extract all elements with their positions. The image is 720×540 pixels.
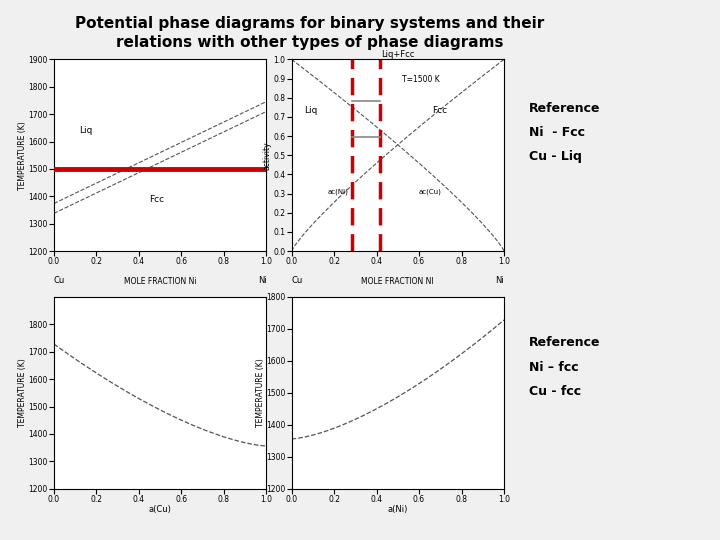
- Text: Fcc: Fcc: [150, 195, 165, 204]
- Y-axis label: TEMPERATURE (K): TEMPERATURE (K): [18, 121, 27, 190]
- Text: T=1500 K: T=1500 K: [402, 76, 440, 84]
- Text: Cu - fcc: Cu - fcc: [529, 385, 581, 398]
- Text: Ni – fcc: Ni – fcc: [529, 361, 579, 374]
- Text: Fcc: Fcc: [432, 106, 447, 115]
- X-axis label: a(Ni): a(Ni): [387, 505, 408, 514]
- Text: ac(Cu): ac(Cu): [419, 188, 442, 195]
- Text: Ni  - Fcc: Ni - Fcc: [529, 126, 585, 139]
- Y-axis label: TEMPERATURE (K): TEMPERATURE (K): [18, 359, 27, 427]
- Text: Potential phase diagrams for binary systems and their: Potential phase diagrams for binary syst…: [75, 16, 544, 31]
- Text: Ni: Ni: [495, 276, 504, 285]
- Text: Reference: Reference: [529, 336, 600, 349]
- Text: Reference: Reference: [529, 102, 600, 114]
- Text: Ni: Ni: [258, 276, 266, 285]
- Text: Cu - Liq: Cu - Liq: [529, 150, 582, 163]
- X-axis label: a(Cu): a(Cu): [149, 505, 171, 514]
- Text: Liq: Liq: [79, 126, 93, 136]
- Text: Cu: Cu: [54, 276, 66, 285]
- Y-axis label: TEMPERATURE (K): TEMPERATURE (K): [256, 359, 264, 427]
- X-axis label: MOLE FRACTION NI: MOLE FRACTION NI: [361, 278, 434, 286]
- Text: Cu: Cu: [292, 276, 303, 285]
- X-axis label: MOLE FRACTION Ni: MOLE FRACTION Ni: [124, 278, 197, 286]
- Text: ac(Ni): ac(Ni): [328, 188, 348, 195]
- Text: relations with other types of phase diagrams: relations with other types of phase diag…: [116, 35, 503, 50]
- Text: Liq: Liq: [305, 106, 318, 115]
- Title: Liq+Fcc: Liq+Fcc: [381, 50, 415, 59]
- Y-axis label: activity: activity: [263, 141, 272, 170]
